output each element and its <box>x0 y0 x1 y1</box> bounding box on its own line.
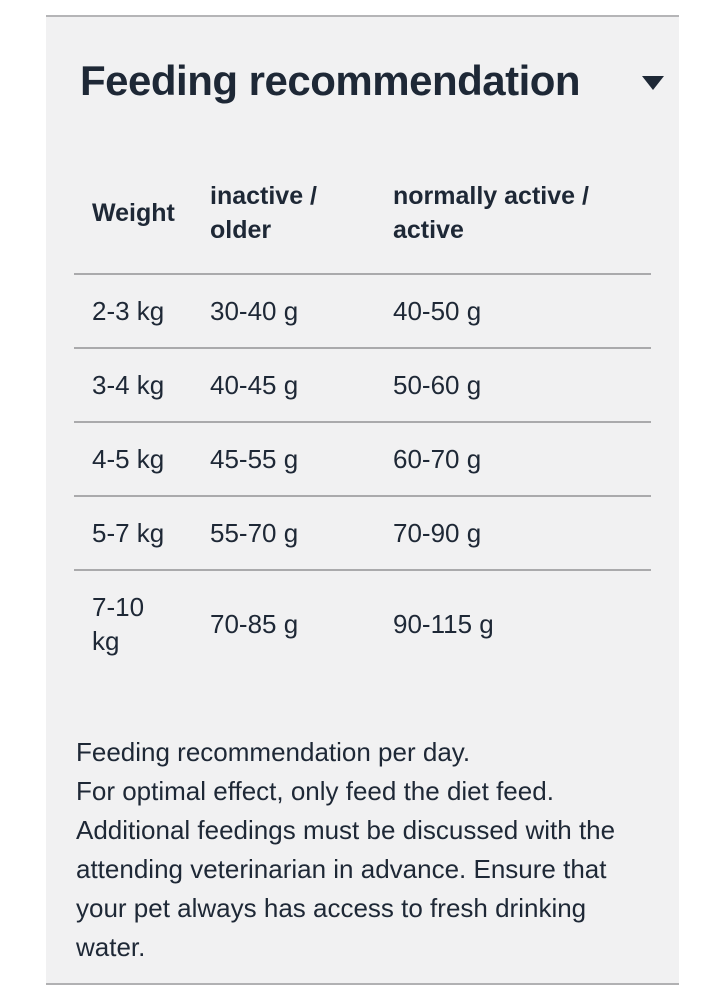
weight-value: 4-5 kg <box>92 444 165 474</box>
table-header-row: Weight inactive / older normally active … <box>74 165 651 275</box>
weight-value: 5-7 kg <box>92 518 165 548</box>
inactive-older-cell: 55-70 g <box>210 496 393 571</box>
page: Feeding recommendation Weight inactive /… <box>0 15 724 1000</box>
weight-cell: 5-7 kg <box>74 496 210 571</box>
table-row: 7-10 kg 70-85 g 90-115 g <box>74 570 651 677</box>
footnote-line: Feeding recommendation per day. <box>76 737 471 767</box>
footnote-line: attending veterinarian in advance. Ensur… <box>76 854 607 884</box>
table-row: 5-7 kg 55-70 g 70-90 g <box>74 496 651 571</box>
accordion-title: Feeding recommendation <box>80 57 581 104</box>
feeding-table: Weight inactive / older normally active … <box>74 165 651 677</box>
table-row: 3-4 kg 40-45 g 50-60 g <box>74 348 651 423</box>
normally-active-cell: 50-60 g <box>393 348 651 423</box>
weight-value: 7-10 kg <box>92 592 145 656</box>
column-header-normally-active-label: normally active / active <box>393 182 589 244</box>
inactive-older-cell: 30-40 g <box>210 274 393 349</box>
footnote-line: For optimal effect, only feed the diet f… <box>76 776 554 806</box>
normally-active-cell: 90-115 g <box>393 609 494 639</box>
footnote-line: Additional feedings must be discussed wi… <box>76 815 616 845</box>
column-header-inactive-older-label: inactive / older <box>210 182 317 244</box>
weight-cell: 2-3 kg <box>74 274 210 349</box>
accordion-header-feeding-recommendation[interactable]: Feeding recommendation <box>80 57 665 105</box>
column-header-weight: Weight <box>74 165 210 275</box>
inactive-older-cell: 40-45 g <box>210 348 393 423</box>
weight-cell: 3-4 kg <box>74 348 210 423</box>
footnote-line: water. <box>76 932 146 962</box>
feeding-footnote: Feeding recommendation per day. For opti… <box>76 733 651 967</box>
table-row: 4-5 kg 45-55 g 60-70 g <box>74 422 651 497</box>
column-header-inactive-older: inactive / older <box>210 165 393 275</box>
footnote-line: your pet always has access to fresh drin… <box>76 893 587 923</box>
normally-active-cell: 40-50 g <box>393 274 651 349</box>
column-header-weight-label: Weight <box>92 199 175 227</box>
inactive-older-cell: 70-85 g <box>210 609 299 639</box>
normally-active-cell: 70-90 g <box>393 496 651 571</box>
table-row: 2-3 kg 30-40 g 40-50 g <box>74 274 651 349</box>
weight-cell: 7-10 kg <box>74 570 210 677</box>
chevron-down-icon <box>642 76 665 90</box>
weight-cell: 4-5 kg <box>74 422 210 497</box>
inactive-older-cell: 45-55 g <box>210 422 393 497</box>
normally-active-cell: 60-70 g <box>393 422 651 497</box>
column-header-normally-active: normally active / active <box>393 165 651 275</box>
feeding-recommendation-card: Feeding recommendation Weight inactive /… <box>46 15 679 985</box>
weight-value: 2-3 kg <box>92 296 165 326</box>
weight-value: 3-4 kg <box>92 370 165 400</box>
